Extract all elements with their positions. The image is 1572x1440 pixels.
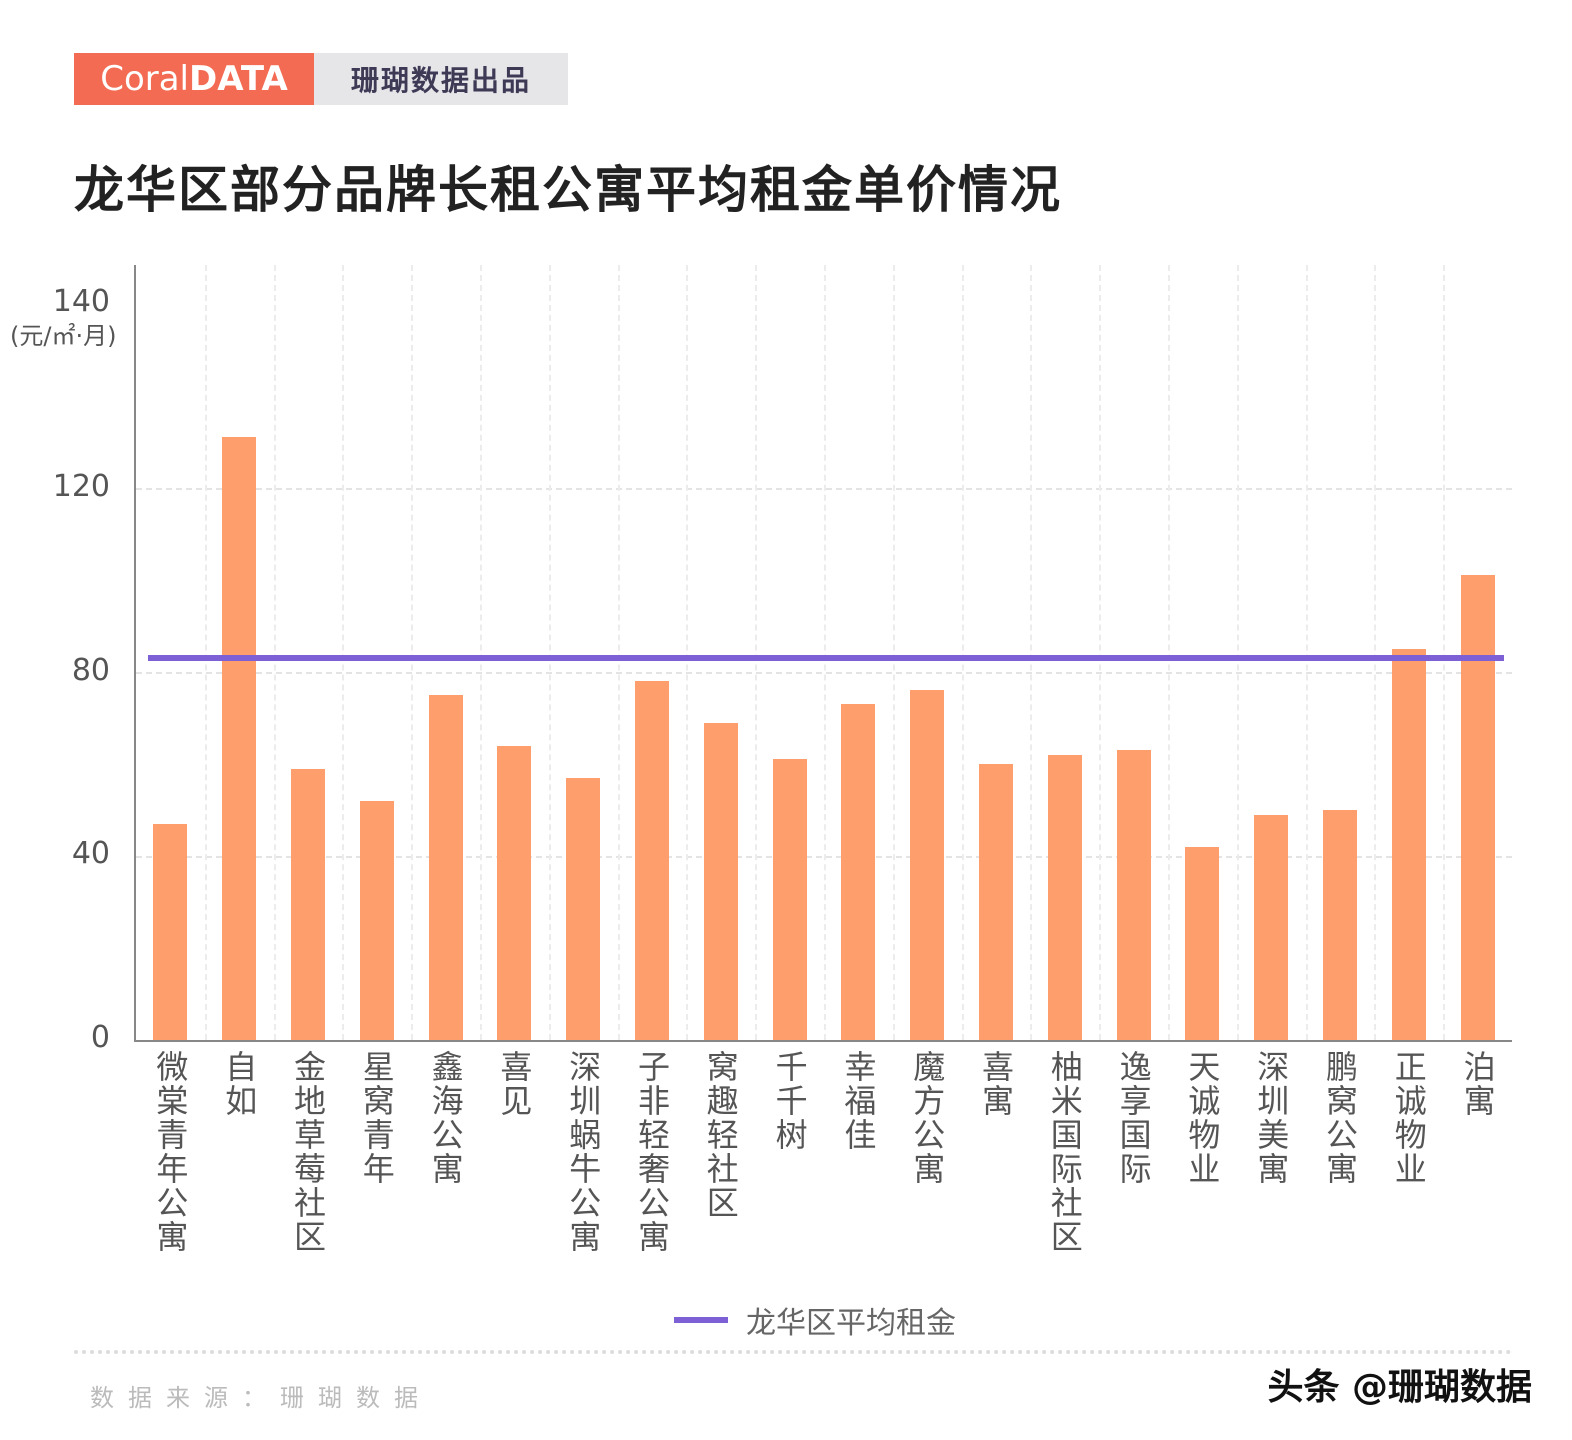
bar [841,704,876,1040]
bar [979,764,1013,1040]
x-tick-label: 星窝青年 [357,1050,396,1186]
bar [153,823,188,1040]
legend-swatch [674,1317,728,1323]
bar [1391,649,1426,1040]
brand-logo: Coral DATA [74,53,314,105]
bar [1460,575,1495,1040]
y-tick-label: 120 [52,469,110,504]
average-line [148,655,1504,662]
credit: 头条 @珊瑚数据 [1267,1367,1532,1408]
x-tick-label: 正诚物业 [1389,1050,1428,1186]
y-tick-label: 140 [52,284,110,319]
x-tick-label: 喜见 [495,1050,534,1118]
x-tick-label: 深圳美寓 [1252,1050,1291,1186]
gridline-vertical [204,265,207,1040]
x-tick-label: 逸享国际 [1114,1050,1153,1186]
bar [291,768,325,1040]
x-tick-label: 柚米国际社区 [1045,1050,1084,1254]
legend-label: 龙华区平均租金 [746,1306,956,1341]
y-axis-unit: (元/㎡·月) [10,322,117,350]
gridline-vertical [617,265,620,1040]
gridline-vertical [480,265,482,1040]
gridline-vertical [1168,265,1170,1040]
bar [1116,750,1151,1040]
gridline-vertical [892,265,895,1040]
gridline-vertical [824,265,826,1040]
gridline-vertical [1236,265,1239,1040]
legend: 龙华区平均租金 [674,1298,956,1342]
gridline-vertical [1443,265,1446,1040]
bar [635,681,669,1040]
gridline-vertical [342,265,345,1040]
gridline-vertical [961,265,964,1040]
x-tick-label: 金地草莓社区 [289,1050,327,1254]
brand-subtitle: 珊瑚数据出品 [314,53,568,105]
x-tick-label: 千千树 [770,1050,809,1152]
brand-banner: Coral DATA 珊瑚数据出品 [74,53,568,105]
y-tick-label: 0 [90,1020,110,1055]
bar [1254,814,1289,1040]
x-tick-label: 鑫海公寓 [426,1050,465,1186]
gridline-vertical [686,265,689,1040]
footer-divider [74,1350,1512,1354]
chart-title: 龙华区部分品牌长租公寓平均租金单价情况 [74,161,1062,219]
gridline-vertical [548,265,551,1040]
gridline-vertical [1030,265,1033,1040]
x-tick-label: 喜寓 [977,1050,1015,1118]
bar [222,437,257,1040]
bar [703,722,738,1040]
gridline-vertical [411,265,414,1040]
x-tick-label: 鹏窝公寓 [1321,1050,1359,1186]
y-tick-label: 80 [71,653,110,688]
x-tick-label: 魔方公寓 [908,1050,947,1186]
bar [359,800,394,1040]
y-tick-label: 40 [71,836,110,871]
x-tick-label: 微棠青年公寓 [151,1050,190,1254]
x-tick-label: 自如 [220,1050,259,1118]
bar [772,759,807,1040]
bar [497,745,532,1040]
bar [428,695,463,1040]
x-tick-label: 幸福佳 [839,1050,878,1152]
bar [1047,754,1082,1040]
x-tick-label: 泊寓 [1458,1050,1497,1118]
data-source: 数据来源：珊瑚数据 [90,1384,432,1412]
x-tick-label: 天诚物业 [1183,1050,1222,1186]
gridline-vertical [1305,265,1308,1040]
x-tick-label: 子非轻奢公寓 [633,1050,671,1254]
x-tick-label: 窝趣轻社区 [701,1050,740,1220]
x-tick-label: 深圳蜗牛公寓 [564,1050,603,1254]
bar [1185,846,1220,1040]
gridline-vertical [755,265,758,1040]
bar [910,690,945,1040]
plot-area [134,265,1512,1042]
bar [566,777,601,1040]
gridline-vertical [1099,265,1102,1040]
gridline-vertical [273,265,276,1040]
gridline-vertical [1374,265,1377,1040]
bar [1323,810,1357,1040]
